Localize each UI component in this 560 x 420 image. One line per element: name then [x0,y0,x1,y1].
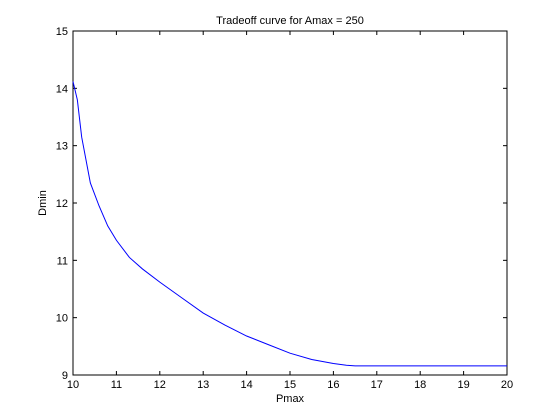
axis-ticks [72,30,508,376]
x-tick-label: 20 [501,379,513,391]
y-tick-label: 9 [62,370,68,382]
y-tick-label: 14 [56,83,68,95]
x-tick-label: 12 [154,379,166,391]
y-tick-label: 10 [56,313,68,325]
y-axis-label: Dmin [37,190,49,216]
x-tick-label: 13 [197,379,209,391]
y-tick-label: 12 [56,198,68,210]
x-tick-label: 14 [240,379,252,391]
x-tick-label: 10 [67,379,79,391]
x-tick-label: 15 [284,379,296,391]
x-tick-label: 16 [327,379,339,391]
x-tick-label: 18 [414,379,426,391]
y-tick-label: 11 [57,255,68,267]
series-line [72,81,507,367]
x-tick-label: 19 [457,379,469,391]
plot-area [72,30,508,376]
x-tick-label: 11 [111,379,122,391]
y-tick-label: 15 [56,26,68,38]
chart-title: Tradeoff curve for Amax = 250 [216,15,364,27]
y-tick-label: 13 [56,141,68,153]
x-axis-label: Pmax [276,393,305,405]
x-tick-label: 17 [371,379,383,391]
